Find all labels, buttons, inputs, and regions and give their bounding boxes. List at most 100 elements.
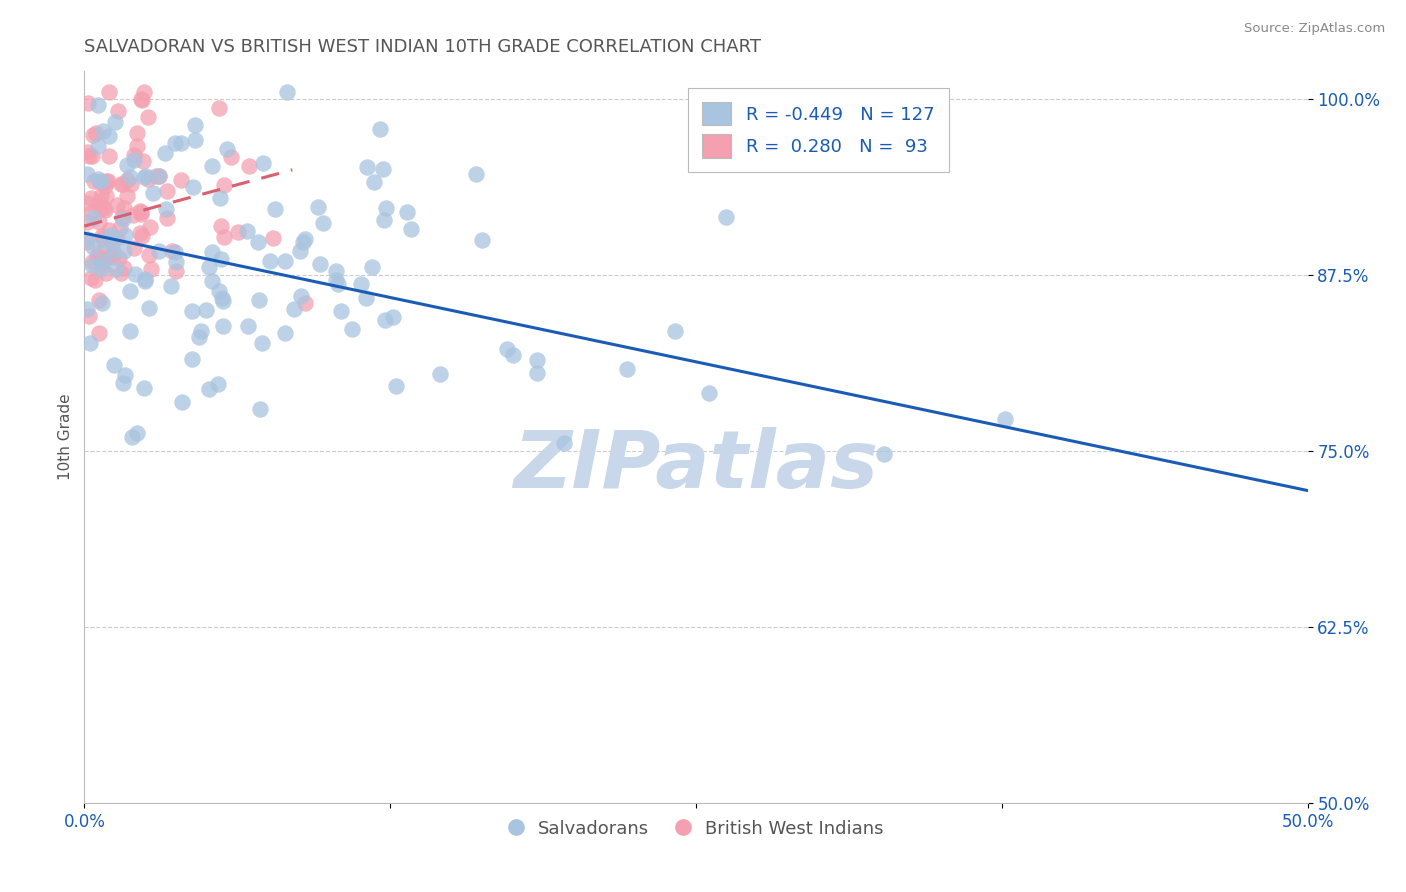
Point bbox=[188, 329, 211, 343]
Point bbox=[217, 142, 239, 156]
Point bbox=[94, 174, 117, 188]
Point bbox=[120, 324, 142, 338]
Point bbox=[97, 128, 120, 143]
Point bbox=[129, 205, 152, 219]
Point bbox=[246, 235, 269, 250]
Point bbox=[294, 296, 316, 310]
Point bbox=[183, 133, 205, 147]
Point bbox=[249, 402, 271, 417]
Point bbox=[329, 304, 352, 318]
Point bbox=[184, 118, 207, 132]
Point bbox=[104, 261, 127, 276]
Point bbox=[118, 170, 141, 185]
Point bbox=[132, 86, 155, 100]
Point bbox=[91, 124, 114, 138]
Point bbox=[89, 195, 111, 210]
Point bbox=[97, 174, 120, 188]
Point bbox=[101, 235, 124, 250]
Point bbox=[201, 274, 224, 288]
Point bbox=[228, 225, 250, 239]
Point bbox=[308, 257, 330, 271]
Point bbox=[616, 361, 638, 376]
Point bbox=[132, 381, 155, 395]
Text: SALVADORAN VS BRITISH WEST INDIAN 10TH GRADE CORRELATION CHART: SALVADORAN VS BRITISH WEST INDIAN 10TH G… bbox=[84, 38, 762, 56]
Point bbox=[526, 353, 548, 368]
Point bbox=[290, 289, 312, 303]
Point bbox=[121, 430, 143, 444]
Point bbox=[112, 244, 135, 259]
Point bbox=[373, 161, 395, 176]
Point bbox=[291, 235, 314, 250]
Point bbox=[288, 244, 311, 259]
Point bbox=[370, 121, 392, 136]
Point bbox=[373, 213, 395, 227]
Point bbox=[465, 167, 488, 181]
Point bbox=[117, 158, 139, 172]
Point bbox=[181, 180, 204, 194]
Point bbox=[76, 235, 98, 250]
Point bbox=[98, 250, 121, 264]
Point bbox=[163, 136, 186, 150]
Point bbox=[87, 97, 110, 112]
Point bbox=[125, 426, 148, 441]
Point bbox=[136, 110, 159, 124]
Point bbox=[97, 222, 120, 236]
Point bbox=[122, 241, 145, 255]
Point bbox=[76, 167, 98, 181]
Point bbox=[134, 271, 156, 285]
Point bbox=[526, 366, 548, 380]
Point bbox=[238, 160, 260, 174]
Point bbox=[165, 245, 187, 260]
Point bbox=[208, 191, 231, 205]
Point bbox=[236, 224, 259, 238]
Point bbox=[129, 207, 152, 221]
Point bbox=[471, 234, 494, 248]
Point bbox=[664, 325, 686, 339]
Point bbox=[356, 160, 378, 174]
Point bbox=[117, 173, 139, 187]
Point bbox=[89, 214, 111, 228]
Point bbox=[110, 177, 132, 191]
Point bbox=[212, 294, 235, 309]
Point bbox=[91, 231, 114, 245]
Point bbox=[80, 258, 103, 272]
Point bbox=[349, 277, 371, 292]
Point bbox=[250, 336, 273, 351]
Point bbox=[82, 128, 104, 142]
Point bbox=[374, 201, 396, 215]
Point bbox=[194, 302, 217, 317]
Point bbox=[502, 348, 524, 362]
Point bbox=[138, 171, 160, 186]
Y-axis label: 10th Grade: 10th Grade bbox=[58, 393, 73, 481]
Point bbox=[209, 219, 232, 234]
Point bbox=[104, 115, 127, 129]
Text: Source: ZipAtlas.com: Source: ZipAtlas.com bbox=[1244, 22, 1385, 36]
Point bbox=[139, 262, 162, 277]
Point bbox=[96, 266, 118, 280]
Point bbox=[76, 215, 98, 229]
Point bbox=[381, 310, 404, 325]
Point bbox=[100, 227, 122, 242]
Point bbox=[101, 244, 124, 258]
Point bbox=[155, 145, 177, 160]
Point bbox=[160, 244, 183, 259]
Point bbox=[197, 260, 219, 275]
Point bbox=[110, 266, 132, 280]
Point bbox=[201, 244, 224, 259]
Point bbox=[139, 219, 162, 234]
Point bbox=[80, 254, 103, 268]
Point bbox=[80, 191, 103, 205]
Point bbox=[115, 189, 138, 203]
Point bbox=[103, 358, 125, 372]
Point bbox=[86, 249, 108, 263]
Point bbox=[142, 186, 165, 200]
Point bbox=[94, 203, 117, 218]
Point bbox=[326, 277, 349, 292]
Point bbox=[87, 138, 110, 153]
Point bbox=[87, 293, 110, 308]
Point bbox=[208, 101, 231, 115]
Point bbox=[363, 176, 385, 190]
Point bbox=[170, 136, 193, 150]
Point bbox=[208, 284, 231, 298]
Point bbox=[360, 260, 382, 274]
